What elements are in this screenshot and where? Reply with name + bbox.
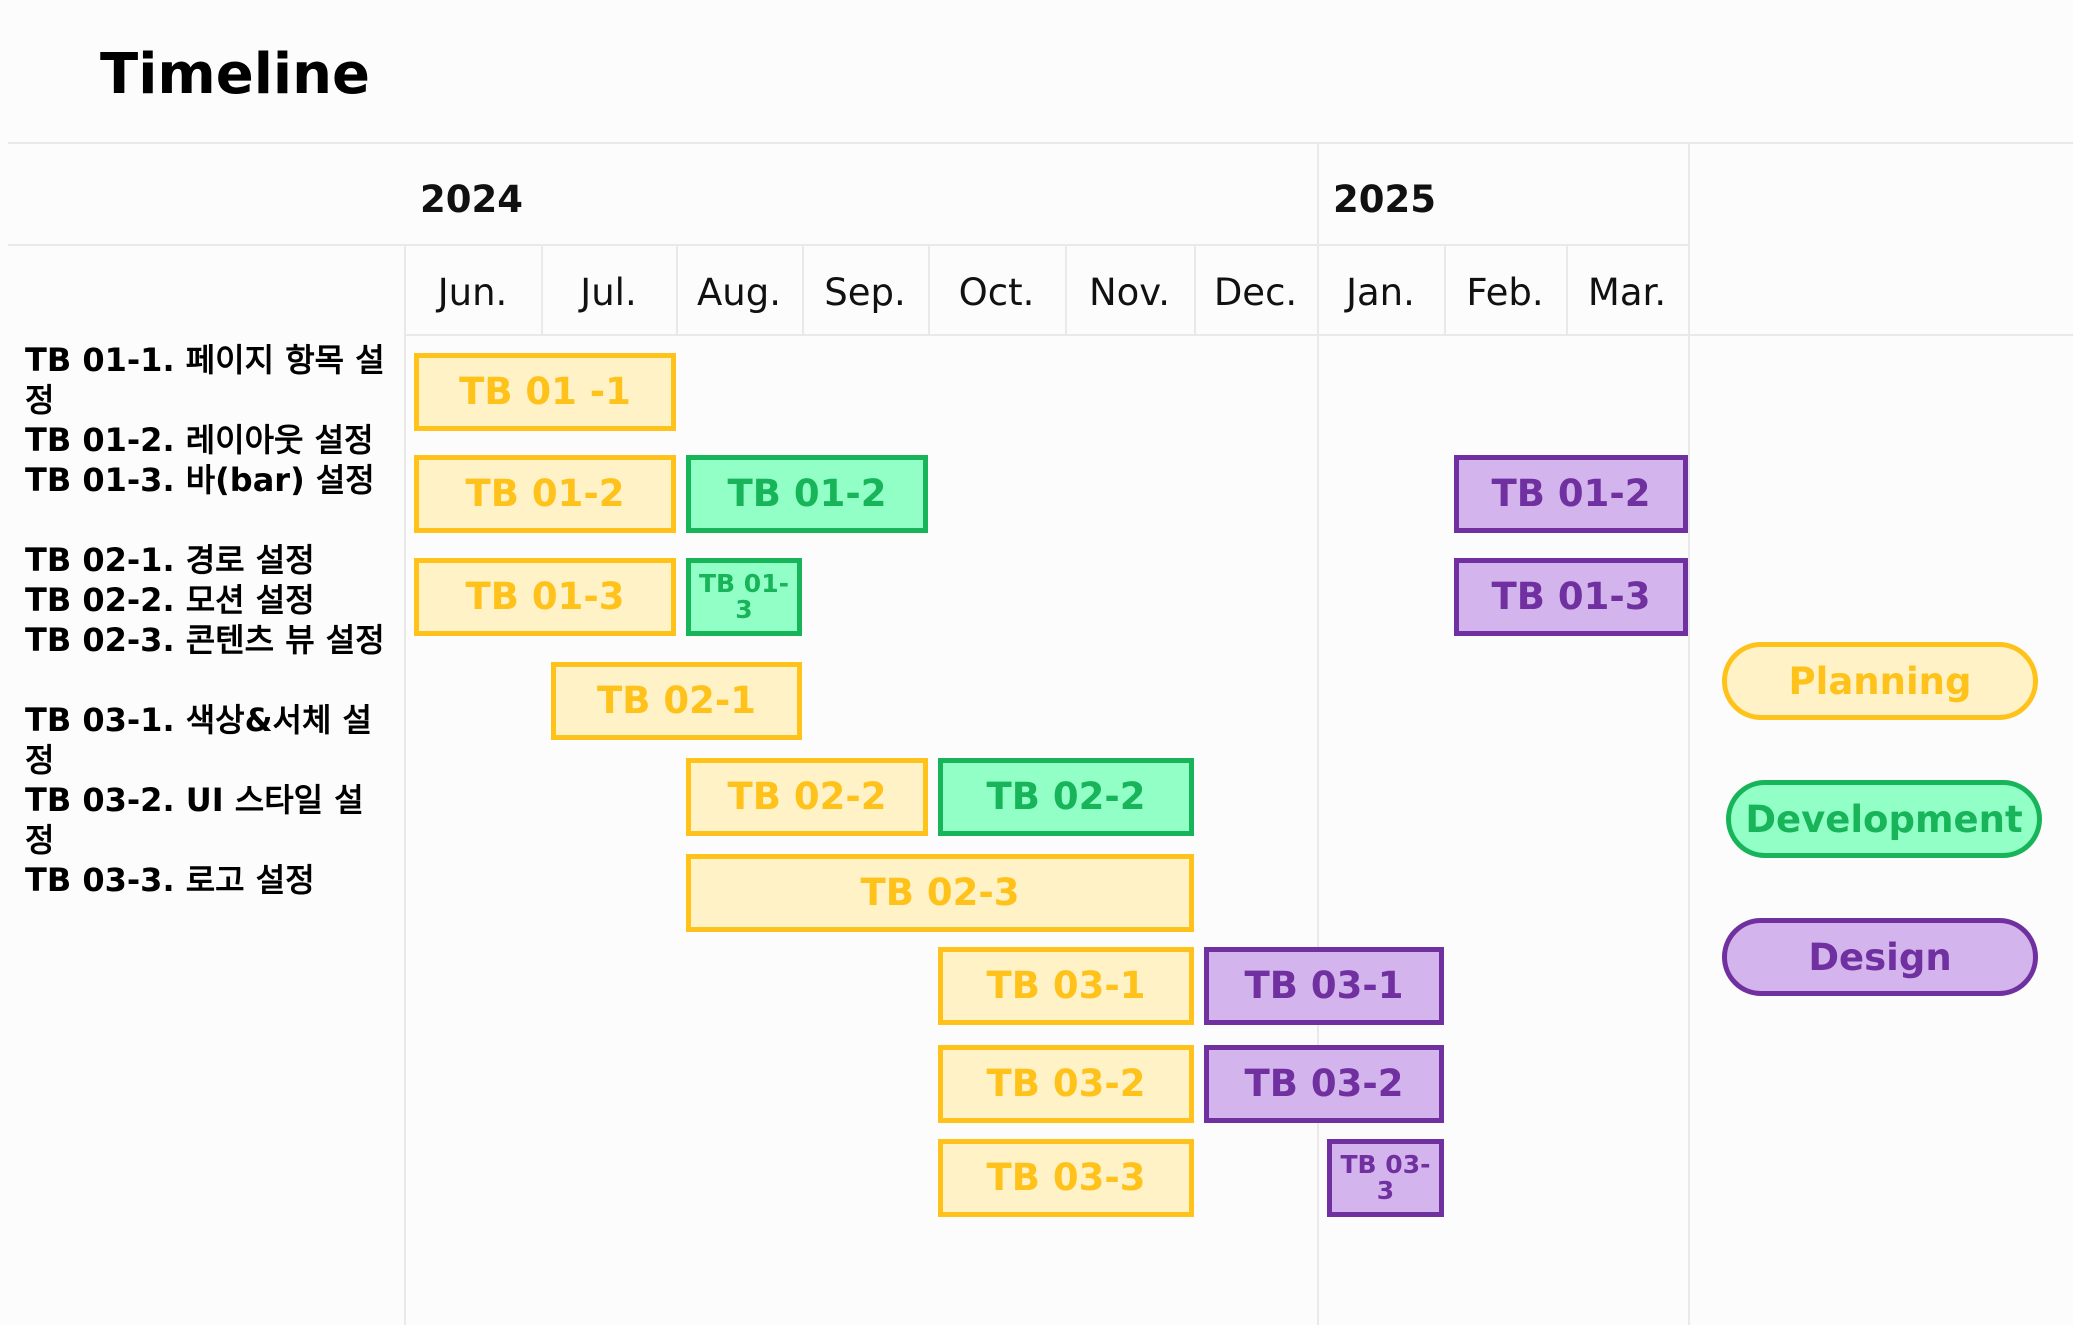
gantt-bar-planning[interactable]: TB 02-1 [551,662,802,740]
gantt-bar-design[interactable]: TB 03-3 [1327,1139,1444,1217]
month-label: Dec. [1213,271,1298,314]
task-label: TB 02-3. 콘텐츠 뷰 설정 [25,621,385,659]
gantt-bar-design[interactable]: TB 03-2 [1204,1045,1444,1123]
gantt-bar-planning[interactable]: TB 01-2 [414,455,676,533]
grid-line-month-separator [676,244,678,334]
grid-line-month-separator [802,244,804,334]
month-label: Sep. [824,271,906,314]
page-title: Timeline [100,42,370,107]
gantt-bar-planning[interactable]: TB 01-3 [414,558,676,636]
grid-line-horizontal [8,244,1688,246]
task-group: TB 03-1. 색상&서체 설정 TB 03-2. UI 스타일 설정 TB 03… [25,700,390,900]
month-label: Feb. [1466,271,1544,314]
grid-line-month-separator [1194,244,1196,334]
gantt-bar-design[interactable]: TB 03-1 [1204,947,1444,1025]
month-label: Jul. [580,271,637,314]
gantt-bar-development[interactable]: TB 02-2 [938,758,1194,836]
legend-development: Development [1726,780,2042,858]
task-label: TB 01-3. 바(bar) 설정 [25,461,375,499]
gantt-bar-design[interactable]: TB 01-2 [1454,455,1688,533]
month-label: Jan. [1346,271,1415,314]
month-label: Oct. [958,271,1035,314]
grid-line-month-separator [928,244,930,334]
gantt-bar-design[interactable]: TB 01-3 [1454,558,1688,636]
month-label: Aug. [696,271,781,314]
task-list: TB 01-1. 페이지 항목 설정 TB 01-2. 레이아웃 설정 TB 01-… [25,340,390,940]
task-label: TB 01-2. 레이아웃 설정 [25,421,374,459]
grid-line-vertical [404,244,406,1325]
gantt-bar-development[interactable]: TB 01-3 [686,558,802,636]
year-label-2025: 2025 [1333,178,1436,221]
task-label: TB 03-3. 로고 설정 [25,861,315,899]
grid-line-month-separator [541,244,543,334]
month-label: Mar. [1587,271,1667,314]
task-group: TB 01-1. 페이지 항목 설정 TB 01-2. 레이아웃 설정 TB 01-… [25,340,390,500]
task-label: TB 01-1. 페이지 항목 설정 [25,341,385,419]
task-label: TB 03-2. UI 스타일 설정 [25,781,364,859]
gantt-bar-planning[interactable]: TB 03-1 [938,947,1194,1025]
month-label: Jun. [437,271,508,314]
month-label: Nov. [1088,271,1171,314]
legend-planning: Planning [1722,642,2038,720]
task-group: TB 02-1. 경로 설정 TB 02-2. 모션 설정 TB 02-3. 콘텐츠… [25,540,390,660]
gantt-bar-planning[interactable]: TB 02-2 [686,758,928,836]
legend-design: Design [1722,918,2038,996]
gantt-bar-planning[interactable]: TB 02-3 [686,854,1194,932]
grid-line-horizontal [404,334,2073,336]
grid-line-vertical [1317,142,1319,1325]
gantt-bar-planning[interactable]: TB 03-2 [938,1045,1194,1123]
task-label: TB 02-1. 경로 설정 [25,541,315,579]
gantt-bar-planning[interactable]: TB 03-3 [938,1139,1194,1217]
task-label: TB 03-1. 색상&서체 설정 [25,701,372,779]
gantt-bar-development[interactable]: TB 01-2 [686,455,928,533]
grid-line-vertical [1688,142,1690,1325]
year-label-2024: 2024 [420,178,523,221]
grid-line-month-separator [1065,244,1067,334]
grid-line-month-separator [1566,244,1568,334]
gantt-bar-planning[interactable]: TB 01 -1 [414,353,676,431]
task-label: TB 02-2. 모션 설정 [25,581,315,619]
grid-line-horizontal [8,142,2073,144]
grid-line-month-separator [1444,244,1446,334]
